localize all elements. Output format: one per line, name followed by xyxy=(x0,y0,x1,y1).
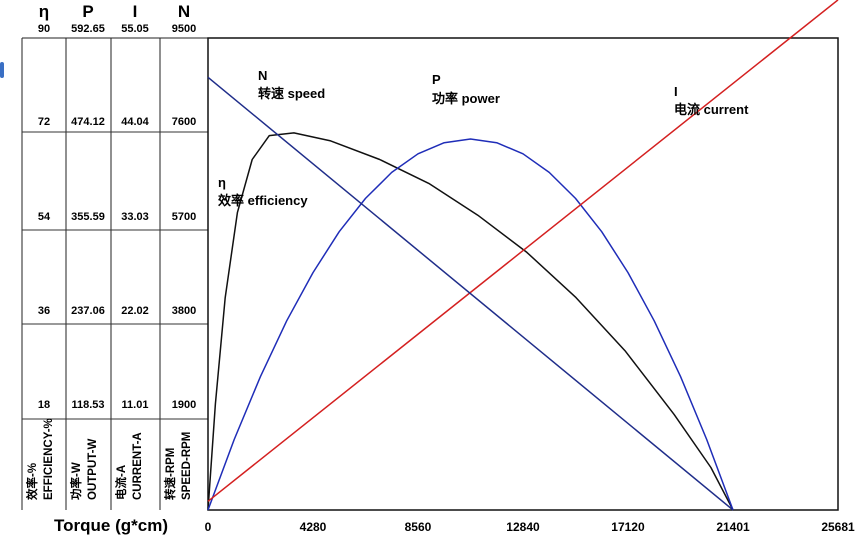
scale-P-label-cn: 功率-W xyxy=(69,462,83,500)
scale-P-tick-2: 355.59 xyxy=(71,211,105,223)
scale-P-tick-4: 592.65 xyxy=(71,23,105,35)
scale-η-tick-2: 54 xyxy=(38,211,51,223)
x-axis-title: Torque (g*cm) xyxy=(54,516,168,535)
series-label-N-name: 转速 speed xyxy=(258,86,325,101)
scale-I-tick-1: 22.02 xyxy=(121,305,149,317)
scale-η-label-cn: 效率-% xyxy=(25,463,39,500)
scale-header-N: N xyxy=(178,2,190,21)
scale-P-tick-3: 474.12 xyxy=(71,116,105,128)
scale-N-tick-3: 7600 xyxy=(172,116,196,128)
edge-marker xyxy=(0,62,4,78)
scale-header-I: I xyxy=(133,2,138,21)
series-line-η xyxy=(207,132,734,511)
x-tick-6: 25681 xyxy=(821,520,855,534)
x-tick-1: 4280 xyxy=(300,520,327,534)
x-tick-3: 12840 xyxy=(506,520,540,534)
series-line-N xyxy=(207,76,734,511)
scale-I-tick-0: 11.01 xyxy=(122,399,149,411)
series-label-η-name: 效率 efficiency xyxy=(218,193,308,208)
x-tick-4: 17120 xyxy=(611,520,645,534)
scale-I-label-en: CURRENT-A xyxy=(132,432,144,500)
scale-η-tick-4: 90 xyxy=(38,23,50,35)
series-label-P-name: 功率 power xyxy=(432,91,500,106)
series-label-η-symbol: η xyxy=(218,175,226,190)
scale-η-tick-3: 72 xyxy=(38,116,50,128)
scale-header-P: P xyxy=(82,2,93,21)
scale-N-tick-2: 5700 xyxy=(172,211,196,223)
scale-N-tick-1: 3800 xyxy=(172,305,196,317)
scale-I-tick-4: 55.05 xyxy=(121,23,149,35)
series-line-I xyxy=(207,0,839,502)
plot-frame xyxy=(207,37,839,511)
scale-N-label-cn: 转速-RPM xyxy=(163,448,177,500)
scale-P-label-en: OUTPUT-W xyxy=(87,439,99,500)
scale-I-label-cn: 电流-A xyxy=(114,465,128,500)
series-label-I-name: 电流 current xyxy=(674,102,749,117)
scale-N-label-en: SPEED-RPM xyxy=(181,432,193,500)
scale-P-tick-0: 118.53 xyxy=(71,399,104,411)
series-label-N-symbol: N xyxy=(258,68,267,83)
scale-η-tick-0: 18 xyxy=(38,399,50,411)
x-tick-2: 8560 xyxy=(405,520,432,534)
x-tick-0: 0 xyxy=(205,520,212,534)
series-label-I-symbol: I xyxy=(674,84,678,99)
scale-I-tick-3: 44.04 xyxy=(121,116,149,128)
scale-P-tick-1: 237.06 xyxy=(71,305,105,317)
scale-η-tick-1: 36 xyxy=(38,305,50,317)
scale-N-tick-0: 1900 xyxy=(172,399,196,411)
scale-I-tick-2: 33.03 xyxy=(121,211,149,223)
x-tick-5: 21401 xyxy=(716,520,750,534)
series-label-P-symbol: P xyxy=(432,72,441,87)
scale-η-label-en: EFFICIENCY-% xyxy=(43,418,55,500)
scale-header-η: η xyxy=(39,2,49,21)
scale-N-tick-4: 9500 xyxy=(172,23,196,35)
series-line-P xyxy=(207,138,734,511)
